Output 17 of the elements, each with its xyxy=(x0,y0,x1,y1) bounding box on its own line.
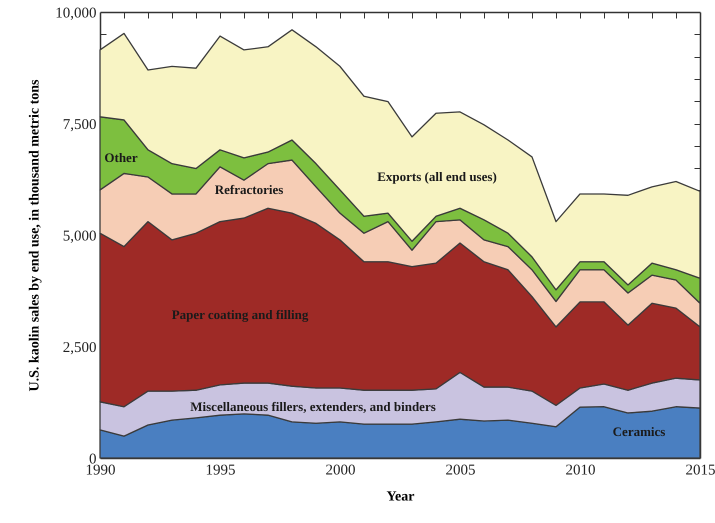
series-label: Exports (all end uses) xyxy=(377,169,497,184)
series-label: Miscellaneous fillers, extenders, and binders xyxy=(190,399,436,414)
x-tick-label: 1995 xyxy=(206,462,236,478)
x-axis-title: Year xyxy=(386,490,414,504)
y-tick-label: 10,000 xyxy=(55,6,96,22)
x-tick-label: 2015 xyxy=(686,462,715,478)
y-tick-label: 2,500 xyxy=(62,340,96,356)
series-label: Paper coating and filling xyxy=(172,307,309,322)
series-label: Refractories xyxy=(214,182,284,197)
series-label: Ceramics xyxy=(612,424,666,439)
y-tick-label: 7,500 xyxy=(62,117,96,133)
y-axis-title: U.S. kaolin sales by end use, in thousand metric tons xyxy=(27,78,42,392)
series-label: Other xyxy=(104,150,138,165)
y-tick-label: 5,000 xyxy=(62,228,96,244)
x-tick-label: 2005 xyxy=(446,462,476,478)
x-tick-label: 2010 xyxy=(566,462,596,478)
x-tick-label: 2000 xyxy=(326,462,356,478)
